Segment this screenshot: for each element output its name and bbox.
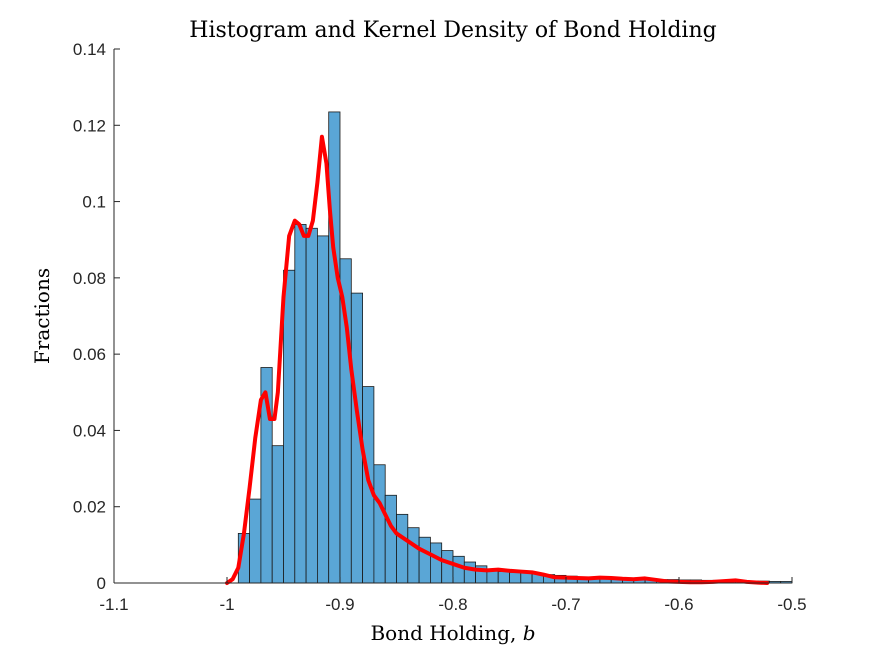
x-tick-label: -1 xyxy=(219,595,234,614)
axes xyxy=(113,49,792,584)
kde-line xyxy=(225,134,770,585)
y-tick-label: 0.02 xyxy=(73,498,106,517)
histogram-bar xyxy=(497,571,510,584)
chart-title: Histogram and Kernel Density of Bond Hol… xyxy=(189,18,716,43)
histogram-bar xyxy=(328,111,341,584)
x-tick-label: -1.1 xyxy=(99,595,128,614)
histogram-bar xyxy=(271,445,284,584)
histogram-bar xyxy=(305,227,318,584)
y-axis-label: Fractions xyxy=(30,268,54,364)
histogram-bar xyxy=(396,513,409,584)
x-axis-label-var: b xyxy=(523,621,536,645)
histogram-bar xyxy=(452,555,465,584)
y-tick-label: 0.04 xyxy=(73,421,106,440)
x-ticks: -1.1 -1 -0.9 -0.8 -0.7 -0.6 -0.5 xyxy=(99,577,807,614)
y-tick-label: 0.1 xyxy=(82,193,106,212)
histogram-bar xyxy=(509,571,522,584)
histogram-bar xyxy=(316,235,330,584)
histogram-bars xyxy=(237,111,793,584)
x-tick-label: -0.5 xyxy=(777,595,806,614)
y-ticks: 0 0.02 0.04 0.06 0.08 0.1 0.12 0.14 xyxy=(73,40,120,593)
x-tick-label: -0.7 xyxy=(551,595,580,614)
histogram-bar xyxy=(283,269,296,584)
histogram-bar xyxy=(520,572,533,584)
y-tick-label: 0.12 xyxy=(73,116,106,135)
y-tick-label: 0 xyxy=(97,574,106,593)
y-tick-label: 0.14 xyxy=(73,40,106,59)
histogram-bar xyxy=(384,494,397,584)
histogram-bar xyxy=(294,224,307,584)
histogram-bar xyxy=(463,561,476,584)
histogram-bar xyxy=(418,536,431,584)
x-axis-label: Bond Holding, b xyxy=(370,621,535,645)
y-tick-label: 0.08 xyxy=(73,269,106,288)
x-tick-label: -0.9 xyxy=(325,595,354,614)
x-tick-label: -0.8 xyxy=(438,595,467,614)
x-tick-label: -0.6 xyxy=(664,595,693,614)
histogram-bar xyxy=(373,464,386,584)
histogram-bar xyxy=(441,550,454,584)
y-tick-label: 0.06 xyxy=(73,345,106,364)
x-axis-label-text: Bond Holding, xyxy=(370,621,522,645)
histogram-bar xyxy=(249,498,262,584)
histogram-bar xyxy=(407,527,420,584)
histogram-bar xyxy=(429,542,443,584)
